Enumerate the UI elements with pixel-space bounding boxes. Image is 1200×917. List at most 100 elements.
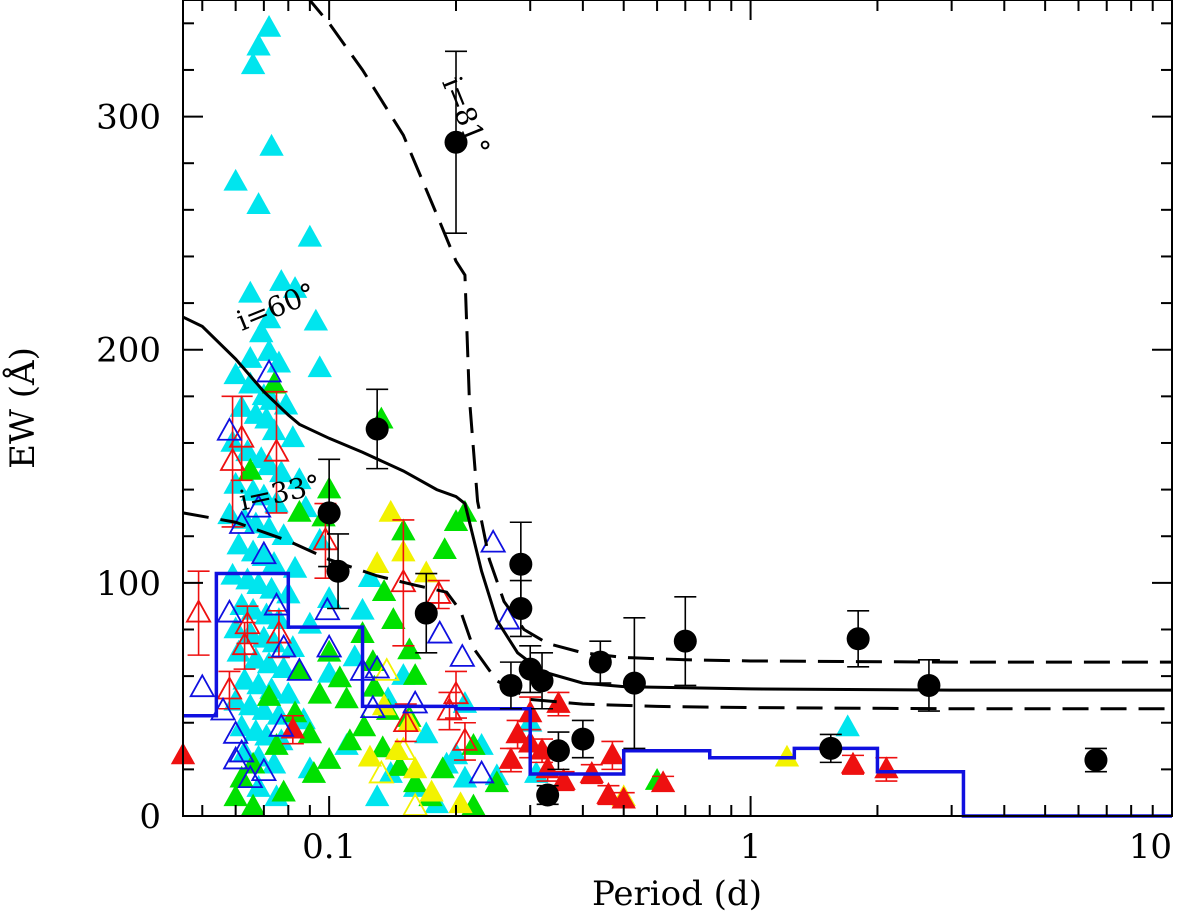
- blue-open-triangle-point: [286, 657, 313, 681]
- green-triangle-point: [301, 761, 327, 783]
- blue-open-triangle-point: [316, 633, 343, 658]
- blue-open-triangle-point: [189, 673, 216, 698]
- blue-open-triangle-point: [270, 633, 297, 658]
- black-circle-point: [536, 783, 560, 807]
- green-triangle-point: [238, 457, 263, 480]
- cyan-triangle-point: [350, 597, 375, 620]
- cyan-triangle-point: [282, 276, 308, 298]
- black-circle-point: [530, 669, 554, 693]
- green-triangle-point: [256, 684, 282, 706]
- green-triangle-point: [402, 663, 428, 685]
- green-triangle-point: [452, 499, 478, 522]
- blue-open-triangle-point: [228, 738, 255, 763]
- plot-area: i=81°i=60°i=33°: [170, 0, 1172, 818]
- cyan-triangle-point: [271, 523, 296, 546]
- red-open-triangle-point: [216, 675, 243, 700]
- blue-open-triangle-point: [250, 540, 277, 565]
- histogram-line: [183, 571, 1172, 818]
- green-triangle-point: [432, 537, 457, 560]
- cyan-triangle-point: [835, 714, 860, 737]
- green-triangle-point: [381, 607, 406, 629]
- red-triangle-point: [546, 691, 571, 713]
- y-tick-label: 100: [96, 564, 161, 604]
- green-triangle-point: [287, 499, 312, 522]
- cyan-triangle-point: [259, 576, 284, 599]
- black-circle-point: [571, 727, 595, 751]
- y-tick-label: 200: [96, 331, 161, 371]
- cyan-triangle-point: [269, 269, 294, 291]
- black-circle-point: [414, 601, 438, 625]
- black-circle-point: [509, 597, 533, 621]
- cyan-triangle-point: [246, 672, 271, 695]
- cyan-triangle-point: [357, 565, 383, 588]
- black-circle-point: [1084, 748, 1108, 772]
- green-triangle-point: [370, 735, 395, 758]
- cyan-triangle-point: [261, 630, 287, 653]
- cyan-triangle-point: [249, 320, 274, 343]
- blue-open-triangle-point: [250, 757, 277, 782]
- cyan-triangle-point: [256, 651, 282, 674]
- black-circle-point: [317, 501, 341, 525]
- black-circle-point: [673, 629, 697, 653]
- cyan-triangle-point: [276, 681, 301, 704]
- cyan-triangle-point: [271, 656, 296, 678]
- yellow-triangle-point: [357, 744, 383, 767]
- green-triangle-point: [484, 770, 510, 793]
- green-triangle-point: [327, 665, 352, 688]
- red-triangle-point: [596, 781, 621, 804]
- cyan-triangle-point: [256, 453, 282, 476]
- blue-open-triangle-point: [468, 759, 495, 784]
- cyan-triangle-point: [256, 14, 282, 37]
- cyan-triangle-point: [240, 52, 266, 75]
- green-triangle-point: [307, 681, 332, 704]
- green-triangle-point: [402, 770, 428, 793]
- cyan-triangle-point: [223, 471, 248, 494]
- cyan-triangle-point: [280, 635, 306, 657]
- green-triangle-point: [240, 793, 266, 816]
- cyan-triangle-point: [246, 33, 271, 56]
- blue-open-triangle-point: [255, 358, 283, 383]
- red-open-triangle-point: [234, 610, 261, 635]
- cyan-triangle-point: [238, 371, 263, 394]
- cyan-triangle-point: [261, 418, 287, 441]
- y-tick-label: 0: [139, 797, 161, 837]
- x-tick-label: 0.1: [302, 827, 356, 867]
- model-curve: [182, 511, 1172, 711]
- green-triangle-point: [271, 779, 296, 802]
- green-triangle-point: [261, 371, 287, 394]
- black-circle-point: [444, 130, 468, 154]
- black-circle-point: [819, 736, 843, 760]
- red-triangle-point: [600, 742, 625, 765]
- yellow-open-triangle-point: [390, 736, 417, 761]
- green-triangle-point: [229, 765, 254, 788]
- black-circle-point: [846, 627, 870, 651]
- cyan-triangle-point: [316, 586, 342, 608]
- red-triangle-point: [650, 770, 676, 793]
- x-axis-label: Period (d): [592, 874, 762, 914]
- blue-open-triangle-point: [245, 494, 272, 518]
- cyan-triangle-point: [243, 646, 269, 669]
- yellow-triangle-point: [774, 744, 800, 767]
- red-open-triangle-point: [185, 598, 212, 623]
- cyan-triangle-point: [256, 339, 282, 361]
- cyan-triangle-point: [297, 224, 323, 247]
- cyan-triangle-point: [238, 280, 263, 303]
- blue-open-triangle-point: [216, 598, 243, 623]
- red-open-triangle-point: [392, 708, 419, 733]
- blue-open-triangle-point: [426, 619, 453, 644]
- red-open-triangle-point: [312, 526, 339, 551]
- blue-open-triangle-point: [449, 643, 476, 667]
- red-triangle-point: [840, 751, 866, 774]
- green-triangle-point: [387, 754, 412, 776]
- cyan-triangle-point: [287, 467, 312, 490]
- yellow-triangle-point: [448, 791, 473, 814]
- cyan-triangle-point: [229, 714, 254, 737]
- green-triangle-point: [264, 733, 289, 755]
- cyan-triangle-point: [259, 133, 284, 156]
- blue-open-triangle-point: [494, 605, 521, 630]
- yellow-triangle-point: [371, 693, 397, 716]
- green-triangle-point: [430, 756, 455, 779]
- red-open-triangle-point: [451, 727, 479, 751]
- black-circle-point: [546, 739, 570, 763]
- model-curve: [182, 315, 1172, 692]
